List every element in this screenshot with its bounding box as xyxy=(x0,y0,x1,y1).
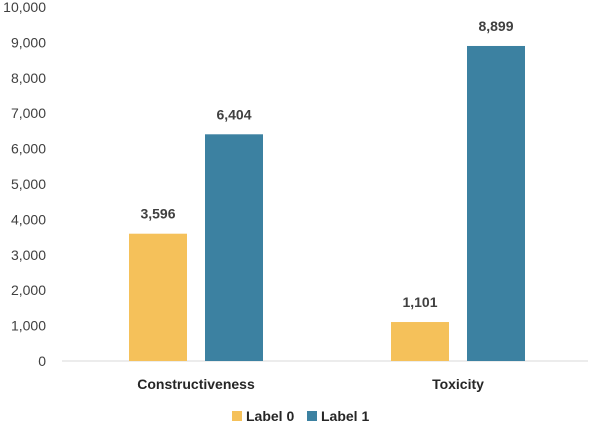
y-tick-label: 5,000 xyxy=(11,176,46,192)
y-axis-ticks: 0 1,000 2,000 3,000 4,000 5,000 6,000 7,000 8,00… xyxy=(3,0,46,369)
y-tick-label: 7,000 xyxy=(11,105,46,121)
y-tick-label: 3,000 xyxy=(11,247,46,263)
data-label: 8,899 xyxy=(478,18,513,34)
category-labels: Constructiveness Toxicity xyxy=(137,376,484,392)
y-tick-label: 10,000 xyxy=(3,0,46,15)
bars xyxy=(129,45,525,361)
y-tick-label: 2,000 xyxy=(11,282,46,298)
data-labels: 3,596 6,404 1,101 8,899 xyxy=(140,18,513,310)
legend-swatch xyxy=(232,411,242,421)
y-tick-label: 0 xyxy=(38,353,46,369)
legend: Label 0 Label 1 xyxy=(232,408,369,422)
y-tick-label: 8,000 xyxy=(11,70,46,86)
x-tick-label: Constructiveness xyxy=(137,376,255,392)
data-label: 3,596 xyxy=(140,206,175,222)
legend-label: Label 0 xyxy=(246,408,294,422)
bar xyxy=(391,322,449,361)
bar xyxy=(205,134,263,361)
data-label: 6,404 xyxy=(216,106,251,122)
legend-label: Label 1 xyxy=(321,408,369,422)
y-tick-label: 9,000 xyxy=(11,34,46,50)
bar xyxy=(467,45,525,361)
y-tick-label: 6,000 xyxy=(11,141,46,157)
data-label: 1,101 xyxy=(402,294,437,310)
legend-swatch xyxy=(307,411,317,421)
y-tick-label: 4,000 xyxy=(11,211,46,227)
x-tick-label: Toxicity xyxy=(432,376,484,392)
bar xyxy=(129,233,187,361)
y-tick-label: 1,000 xyxy=(11,318,46,334)
